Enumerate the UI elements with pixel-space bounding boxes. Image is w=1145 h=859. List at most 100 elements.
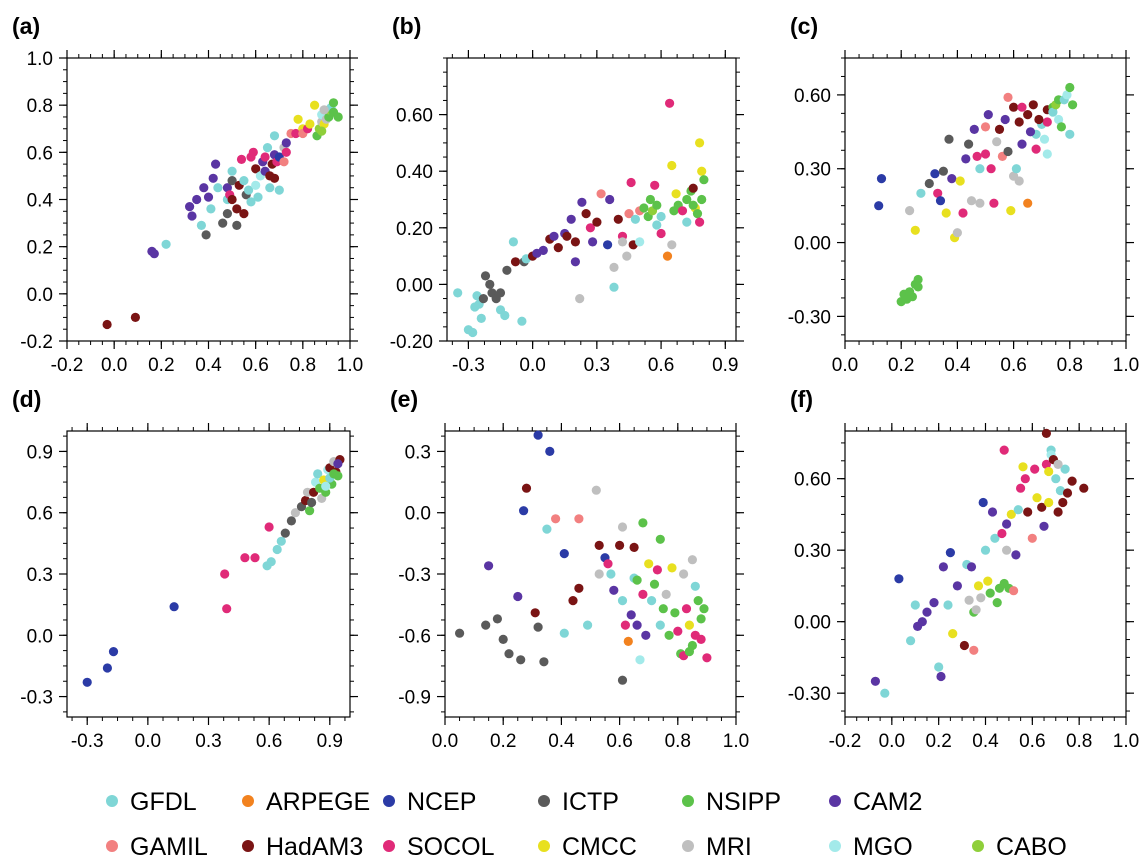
point-mri <box>964 595 974 605</box>
plot-frame <box>844 430 1127 718</box>
point-socol <box>677 206 688 216</box>
point-socol <box>999 445 1009 455</box>
point-gfdl <box>682 217 692 227</box>
panel-label: (f) <box>790 386 813 412</box>
y-tick-label: 0.6 <box>27 143 53 164</box>
point-hadam3 <box>130 312 140 322</box>
point-socol <box>250 553 260 563</box>
y-tick-label: -0.20 <box>390 332 433 353</box>
plot-frame <box>844 57 1127 342</box>
point-cmcc <box>1018 462 1028 472</box>
point-hadam3 <box>102 319 112 330</box>
point-socol <box>638 589 648 600</box>
point-cmcc <box>667 160 677 171</box>
point-cam2 <box>922 607 932 617</box>
point-mri <box>594 569 604 579</box>
x-tick-label: 0.0 <box>101 355 127 376</box>
point-ictp <box>232 220 242 230</box>
point-hadam3 <box>1041 428 1051 438</box>
point-socol <box>291 128 301 139</box>
point-socol <box>986 164 996 174</box>
point-ncep <box>519 506 529 516</box>
x-tick-label: 0.9 <box>712 355 738 376</box>
point-mgo <box>635 655 645 665</box>
point-socol <box>264 522 274 532</box>
point-ictp <box>307 497 317 508</box>
point-ncep <box>935 196 946 206</box>
point-hadam3 <box>615 540 625 551</box>
x-tick-label: -0.2 <box>51 355 84 376</box>
point-arpege <box>623 636 633 647</box>
point-nsipp <box>907 292 918 302</box>
point-cam2 <box>222 183 232 193</box>
y-tick-label: 0.4 <box>27 191 54 212</box>
point-socol <box>1031 144 1041 154</box>
point-gfdl <box>980 545 991 555</box>
point-ncep <box>169 602 179 612</box>
legend-label: CABO <box>996 833 1067 859</box>
point-hadam3 <box>232 204 242 214</box>
point-gfdl <box>1048 107 1058 117</box>
point-socol <box>220 569 230 579</box>
legend-marker <box>972 840 984 852</box>
point-nsipp <box>913 282 923 292</box>
legend-label: NSIPP <box>706 788 781 816</box>
x-tick-label: 0.3 <box>584 355 610 376</box>
point-nsipp <box>697 194 707 205</box>
point-mri <box>319 105 329 115</box>
point-hadam3 <box>994 124 1005 134</box>
point-cam2 <box>632 620 642 630</box>
point-hadam3 <box>570 237 581 247</box>
legend-marker <box>106 840 118 852</box>
point-gfdl <box>910 600 920 610</box>
point-gfdl <box>690 581 700 591</box>
point-ictp <box>533 622 543 632</box>
point-gfdl <box>609 282 619 292</box>
point-gfdl <box>975 164 985 174</box>
point-ictp <box>481 620 491 630</box>
point-gfdl <box>253 192 263 202</box>
legend-marker <box>538 840 550 852</box>
point-ictp <box>280 528 290 538</box>
point-gfdl <box>630 214 641 224</box>
point-mri <box>1002 545 1012 555</box>
point-nsipp <box>696 614 706 624</box>
x-tick-label: 0.8 <box>1066 731 1092 752</box>
y-tick-label: -0.6 <box>398 626 431 647</box>
point-gfdl <box>517 316 527 326</box>
point-hadam3 <box>510 257 521 267</box>
point-gfdl <box>916 188 926 198</box>
point-gfdl <box>244 185 254 195</box>
point-ncep <box>108 647 119 657</box>
point-ncep <box>603 240 613 250</box>
point-gfdl <box>906 636 916 646</box>
x-tick-label: 0.0 <box>135 731 161 752</box>
legend-marker <box>682 795 694 807</box>
point-cam2 <box>969 124 979 134</box>
plot-frame <box>66 430 351 718</box>
point-ictp <box>617 675 628 685</box>
point-ictp <box>938 166 949 176</box>
point-cam2 <box>187 211 197 221</box>
x-tick-label: 0.4 <box>195 355 222 376</box>
legend-marker <box>106 795 118 807</box>
point-nsipp <box>985 588 995 598</box>
y-tick-label: 0.20 <box>396 219 433 240</box>
point-gfdl <box>476 313 486 323</box>
panel-6: (f) -0.2 0.0 0.2 0.4 0.6 0.8 1.0 -0.30 0.00 0.30 0.… <box>788 386 1140 752</box>
x-tick-label: 0.0 <box>519 355 545 376</box>
point-gamil <box>1003 92 1013 102</box>
point-mgo <box>1062 90 1072 100</box>
legend-label: HadAM3 <box>266 833 363 859</box>
point-hadam3 <box>553 243 563 253</box>
point-nsipp <box>638 518 648 528</box>
point-cam2 <box>333 459 343 469</box>
point-gfdl <box>213 183 223 193</box>
point-gfdl <box>1065 129 1075 139</box>
point-ncep <box>82 677 92 687</box>
point-cmcc <box>973 581 984 591</box>
point-cam2 <box>1011 550 1021 560</box>
point-cam2 <box>1017 139 1027 149</box>
point-cmcc <box>941 208 951 218</box>
point-socol <box>1017 102 1027 112</box>
